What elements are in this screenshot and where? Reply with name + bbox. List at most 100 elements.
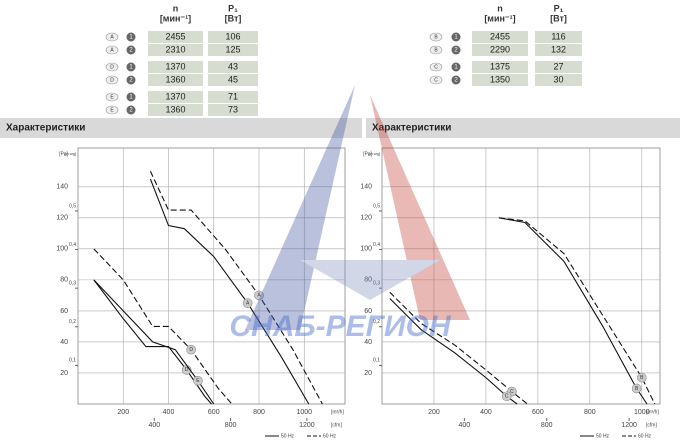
num-badge (451, 62, 461, 72)
cell (148, 44, 203, 56)
cell (148, 104, 203, 116)
curve-badge (631, 383, 642, 394)
cell (208, 61, 258, 73)
curve-badge (186, 344, 196, 355)
letter: E (110, 94, 114, 100)
num: 2 (129, 48, 133, 54)
power: 132 (551, 44, 566, 54)
letter: B (434, 34, 438, 40)
x2-tick-label: 400 (148, 422, 160, 429)
header-n-unit: [мин⁻¹] (160, 13, 191, 23)
x-tick-label: 200 (428, 409, 440, 416)
y2-unit: [in wg] (368, 151, 380, 156)
x-tick-label: 800 (584, 409, 596, 416)
letter-badge (429, 75, 443, 85)
cell (535, 31, 582, 43)
y-tick-label: 140 (360, 184, 372, 191)
y2-tick-label: 0,4 (69, 242, 76, 248)
x-tick-label: 600 (208, 409, 220, 416)
num: 2 (129, 108, 133, 114)
num-badge (451, 45, 461, 55)
num-badge (126, 32, 136, 42)
y-unit: [Pa] (363, 151, 373, 157)
cell (208, 31, 258, 43)
curve-badge (242, 298, 253, 308)
cell (208, 104, 258, 116)
cell (472, 61, 528, 73)
legend-label: 50 Hz (596, 433, 610, 439)
y2-tick-label: 0,1 (69, 358, 76, 364)
letter-badge (105, 75, 119, 85)
y2-tick-label: 0,5 (69, 203, 76, 209)
curve-badge (254, 290, 264, 301)
y-tick-label: 120 (360, 215, 372, 222)
letter-badge (105, 62, 119, 72)
y-tick-label: 60 (60, 308, 68, 315)
x-tick-label: 1000 (296, 409, 312, 416)
num: 1 (129, 35, 133, 41)
y-tick-label: 40 (60, 339, 68, 346)
num-badge (451, 32, 461, 42)
x-tick-label: 400 (480, 409, 492, 416)
num-badge (126, 92, 136, 102)
letter: C (434, 77, 438, 83)
power: 43 (228, 61, 238, 71)
num-badge (126, 105, 136, 115)
num-badge (126, 75, 136, 85)
y-tick-label: 120 (56, 215, 68, 222)
speed: 2310 (165, 44, 185, 54)
letter-badge (429, 45, 443, 55)
letter-badge (105, 92, 119, 102)
x2-tick-label: 400 (459, 422, 471, 429)
cell (535, 61, 582, 73)
letter: E (110, 107, 114, 113)
curve-label: D (185, 367, 189, 373)
fan-curve (149, 171, 323, 405)
speed: 2290 (490, 44, 510, 54)
y-tick-label: 60 (364, 308, 372, 315)
x-tick-label: 1000 (634, 409, 650, 416)
cell (472, 31, 528, 43)
cell (472, 74, 528, 86)
curve-label: C (510, 389, 514, 395)
watermark-logo (245, 85, 470, 330)
section-bar (0, 118, 362, 138)
legend-label: 50 Hz (281, 433, 295, 439)
y2-tick-label: 0,1 (373, 358, 380, 364)
section-title: Характеристики (372, 123, 451, 134)
x-unit: [m³/h] (646, 409, 659, 415)
curve-badge (637, 372, 647, 383)
power: 71 (228, 91, 238, 101)
cell (535, 44, 582, 56)
x-tick-label: 600 (532, 409, 544, 416)
power: 73 (228, 104, 238, 114)
fan-curve (93, 279, 212, 405)
x2-unit: [cfm] (331, 422, 342, 428)
speed: 1375 (490, 61, 510, 71)
x2-tick-label: 1200 (621, 422, 637, 429)
num-badge (126, 45, 136, 55)
letter: B (434, 47, 438, 53)
x-tick-label: 400 (163, 409, 175, 416)
header-n: n (497, 3, 503, 13)
cell (148, 91, 203, 103)
num-badge (126, 62, 136, 72)
num-badge (451, 75, 461, 85)
header-p: P₁ (228, 3, 238, 13)
num: 1 (454, 35, 458, 41)
cell (208, 91, 258, 103)
speed: 1360 (165, 104, 185, 114)
num: 2 (454, 48, 458, 54)
x-tick-label: 200 (117, 409, 129, 416)
y-tick-label: 100 (56, 246, 68, 253)
y-unit: [Pa] (59, 151, 69, 157)
num: 2 (454, 78, 458, 84)
letter: C (434, 64, 438, 70)
curve-label: D (189, 347, 193, 353)
cell (148, 61, 203, 73)
cell (208, 44, 258, 56)
section-title: Характеристики (6, 123, 85, 134)
y-tick-label: 140 (56, 184, 68, 191)
curve-badge (501, 391, 512, 402)
